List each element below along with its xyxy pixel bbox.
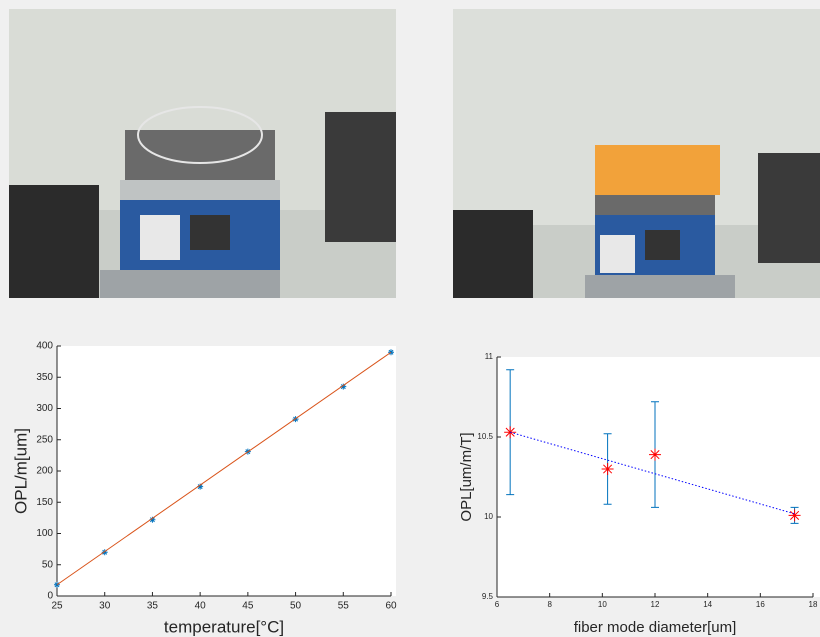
point xyxy=(601,463,614,475)
y-tick-label: 250 xyxy=(36,434,53,445)
point xyxy=(149,516,156,523)
point xyxy=(340,383,347,390)
y-tick-label: 10.5 xyxy=(477,432,493,441)
y-axis-label: OPL/m[um] xyxy=(11,428,30,514)
y-tick-label: 300 xyxy=(36,403,53,414)
x-tick-label: 25 xyxy=(51,601,63,612)
x-tick-label: 40 xyxy=(195,601,207,612)
y-tick-label: 100 xyxy=(36,528,53,539)
photo-right xyxy=(453,9,820,298)
y-tick-label: 350 xyxy=(36,372,53,383)
x-tick-label: 14 xyxy=(703,600,712,609)
x-axis-label: temperature[°C] xyxy=(164,617,284,636)
y-tick-label: 11 xyxy=(485,352,494,361)
x-tick-label: 12 xyxy=(651,600,660,609)
fit-line xyxy=(510,431,795,515)
y-tick-label: 9.5 xyxy=(482,592,494,601)
fit-line xyxy=(56,351,392,586)
x-tick-label: 45 xyxy=(242,601,254,612)
x-tick-label: 35 xyxy=(147,601,159,612)
x-tick-label: 16 xyxy=(756,600,765,609)
photo-left xyxy=(9,9,396,298)
y-tick-label: 400 xyxy=(36,341,53,352)
x-tick-label: 6 xyxy=(495,600,500,609)
y-tick-label: 200 xyxy=(36,466,53,477)
x-tick-label: 50 xyxy=(290,601,302,612)
y-tick-label: 150 xyxy=(36,497,53,508)
x-tick-label: 30 xyxy=(99,601,111,612)
point xyxy=(197,483,204,490)
x-axis-label: fiber mode diameter[um] xyxy=(574,619,737,636)
point xyxy=(649,448,661,461)
x-tick-label: 18 xyxy=(809,600,818,609)
x-tick-label: 10 xyxy=(598,600,607,609)
y-tick-label: 50 xyxy=(42,559,54,570)
y-tick-label: 0 xyxy=(47,591,53,602)
plot-area xyxy=(497,357,820,597)
point xyxy=(788,509,801,522)
x-tick-label: 55 xyxy=(338,601,350,612)
point xyxy=(101,549,108,556)
plot-area xyxy=(57,346,396,596)
x-tick-label: 60 xyxy=(385,601,397,612)
y-tick-label: 10 xyxy=(484,512,493,521)
x-tick-label: 8 xyxy=(547,600,552,609)
y-axis-label: OPL[um/m/T] xyxy=(458,432,475,521)
